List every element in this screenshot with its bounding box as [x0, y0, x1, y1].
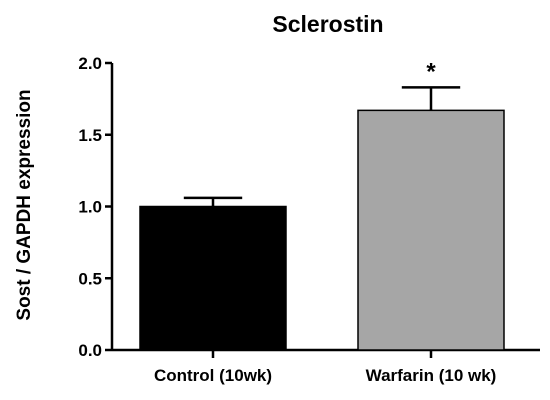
- y-tick-label: 2.0: [78, 54, 102, 73]
- x-category-label: Warfarin (10 wk): [366, 366, 497, 385]
- bar: [139, 205, 287, 351]
- y-tick-label: 1.5: [78, 126, 102, 145]
- x-category-label: Control (10wk): [154, 366, 272, 385]
- y-tick-label: 1.0: [78, 198, 102, 217]
- y-tick-label: 0.0: [78, 341, 102, 360]
- chart-title: Sclerostin: [272, 11, 383, 37]
- significance-asterisk: *: [426, 58, 436, 85]
- y-axis-label: Sost / GAPDH expression: [14, 89, 35, 320]
- plot-area: 0.0 0.5 1.0 1.5 2.0 Control (10wk) Warfarin (1…: [78, 54, 540, 385]
- bar: [357, 109, 505, 351]
- y-tick-label: 0.5: [78, 269, 102, 288]
